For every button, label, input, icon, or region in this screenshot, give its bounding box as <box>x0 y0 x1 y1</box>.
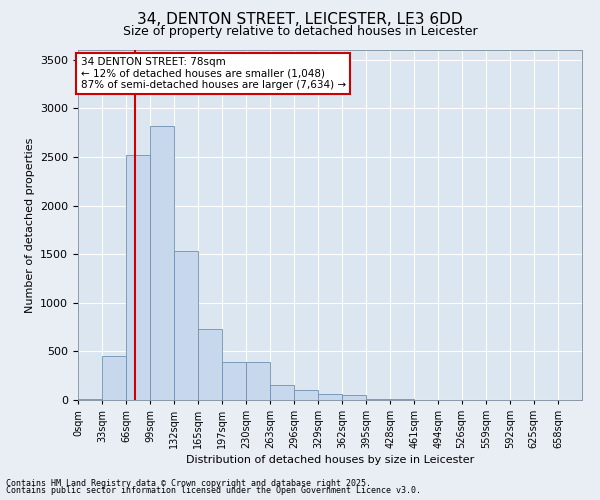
Bar <box>174 251 199 400</box>
Bar <box>270 385 294 400</box>
Text: Contains HM Land Registry data © Crown copyright and database right 2025.: Contains HM Land Registry data © Crown c… <box>6 478 371 488</box>
Bar <box>318 394 342 400</box>
Text: Size of property relative to detached houses in Leicester: Size of property relative to detached ho… <box>122 25 478 38</box>
Bar <box>390 399 414 400</box>
Bar <box>294 390 318 400</box>
Bar <box>366 399 390 400</box>
Bar <box>78 399 102 400</box>
Y-axis label: Number of detached properties: Number of detached properties <box>25 138 35 312</box>
Bar <box>126 155 150 400</box>
X-axis label: Distribution of detached houses by size in Leicester: Distribution of detached houses by size … <box>186 456 474 466</box>
Bar <box>199 329 221 400</box>
Text: 34, DENTON STREET, LEICESTER, LE3 6DD: 34, DENTON STREET, LEICESTER, LE3 6DD <box>137 12 463 28</box>
Bar <box>221 362 246 400</box>
Text: 34 DENTON STREET: 78sqm
← 12% of detached houses are smaller (1,048)
87% of semi: 34 DENTON STREET: 78sqm ← 12% of detache… <box>80 57 346 90</box>
Bar <box>102 356 126 400</box>
Bar <box>246 362 270 400</box>
Text: Contains public sector information licensed under the Open Government Licence v3: Contains public sector information licen… <box>6 486 421 495</box>
Bar <box>150 126 174 400</box>
Bar <box>342 394 366 400</box>
